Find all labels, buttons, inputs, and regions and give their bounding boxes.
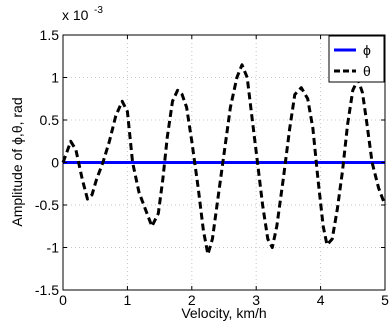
legend-label-phi: ϕ (363, 42, 371, 58)
y-tick-label: 0.5 (40, 112, 60, 128)
y-tick-label: -1 (47, 240, 60, 256)
y-tick-label: -1.5 (35, 282, 59, 298)
legend-label-theta: θ (363, 63, 371, 79)
y-tick-label: -0.5 (35, 197, 59, 213)
y-multiplier-exponent: -3 (94, 5, 103, 16)
legend-box (329, 36, 384, 82)
y-tick-label: 1 (51, 70, 59, 86)
x-tick-label: 1 (124, 292, 132, 308)
x-tick-label: 5 (381, 292, 389, 308)
y-tick-label: 1.5 (40, 27, 60, 43)
y-tick-label: 0 (51, 155, 59, 171)
x-axis-label: Velocity, km/h (181, 305, 266, 321)
y-axis-label: Amplitude of ϕ,θ, rad (9, 97, 25, 226)
legend: ϕ θ (329, 36, 384, 82)
y-multiplier-label: x 10 (62, 7, 89, 23)
x-tick-label: 4 (317, 292, 325, 308)
x-tick-label: 0 (59, 292, 67, 308)
